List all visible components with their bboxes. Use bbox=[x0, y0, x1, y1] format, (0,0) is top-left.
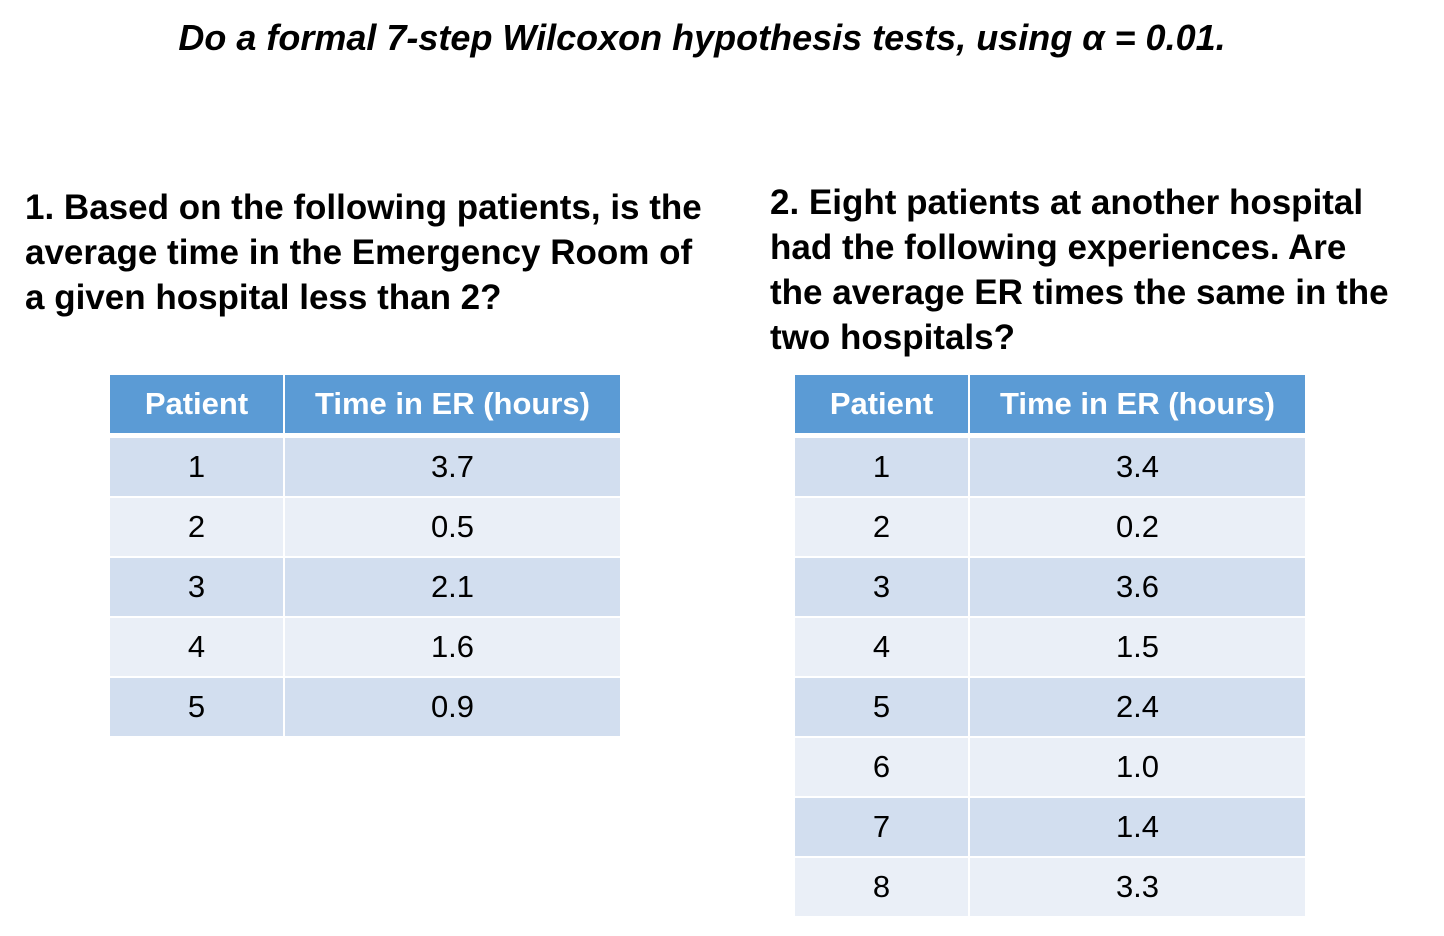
question-1-line: a given hospital less than 2? bbox=[25, 278, 502, 317]
question-1-line: 1. Based on the following patients, is t… bbox=[25, 188, 702, 227]
patient-cell: 8 bbox=[795, 857, 970, 918]
table-row: 5 0.9 bbox=[110, 677, 620, 738]
table-row: 4 1.5 bbox=[795, 617, 1305, 678]
patient-cell: 7 bbox=[795, 797, 970, 858]
table-row: 1 3.7 bbox=[110, 435, 620, 498]
patient-cell: 5 bbox=[110, 677, 285, 738]
table-row: 2 0.2 bbox=[795, 497, 1305, 558]
question-2-line: 2. Eight patients at another hospital bbox=[770, 183, 1364, 222]
time-cell: 0.9 bbox=[284, 677, 620, 738]
time-cell: 1.4 bbox=[969, 797, 1305, 858]
time-cell: 0.2 bbox=[969, 497, 1305, 558]
patient-cell: 4 bbox=[795, 617, 970, 678]
question-2-line: two hospitals? bbox=[770, 318, 1015, 357]
hospital-2-table: Patient Time in ER (hours) 1 3.4 2 0.2 3… bbox=[795, 375, 1305, 918]
question-2-line: had the following experiences. Are bbox=[770, 228, 1347, 267]
question-1-line: average time in the Emergency Room of bbox=[25, 233, 693, 272]
column-header-time: Time in ER (hours) bbox=[969, 375, 1305, 438]
table-row: 2 0.5 bbox=[110, 497, 620, 558]
patient-cell: 3 bbox=[110, 557, 285, 618]
patient-cell: 4 bbox=[110, 617, 285, 678]
column-header-patient: Patient bbox=[795, 375, 970, 438]
time-cell: 3.7 bbox=[284, 435, 620, 498]
patient-cell: 1 bbox=[795, 435, 970, 498]
table-row: 8 3.3 bbox=[795, 857, 1305, 918]
time-cell: 3.6 bbox=[969, 557, 1305, 618]
column-header-time: Time in ER (hours) bbox=[284, 375, 620, 438]
table-row: 3 2.1 bbox=[110, 557, 620, 618]
patient-cell: 1 bbox=[110, 435, 285, 498]
patient-cell: 3 bbox=[795, 557, 970, 618]
patient-cell: 2 bbox=[110, 497, 285, 558]
table-row: 5 2.4 bbox=[795, 677, 1305, 738]
column-header-patient: Patient bbox=[110, 375, 285, 438]
time-cell: 2.1 bbox=[284, 557, 620, 618]
page-title: Do a formal 7-step Wilcoxon hypothesis t… bbox=[178, 17, 1226, 58]
time-cell: 3.3 bbox=[969, 857, 1305, 918]
table-header-row: Patient Time in ER (hours) bbox=[110, 375, 620, 438]
time-cell: 2.4 bbox=[969, 677, 1305, 738]
table-row: 1 3.4 bbox=[795, 435, 1305, 498]
time-cell: 3.4 bbox=[969, 435, 1305, 498]
table-row: 4 1.6 bbox=[110, 617, 620, 678]
patient-cell: 6 bbox=[795, 737, 970, 798]
time-cell: 1.6 bbox=[284, 617, 620, 678]
hospital-1-table: Patient Time in ER (hours) 1 3.7 2 0.5 3… bbox=[110, 375, 620, 738]
patient-cell: 2 bbox=[795, 497, 970, 558]
time-cell: 1.5 bbox=[969, 617, 1305, 678]
question-2-text: 2. Eight patients at another hospital ha… bbox=[770, 180, 1389, 360]
question-1-text: 1. Based on the following patients, is t… bbox=[25, 185, 702, 320]
patient-cell: 5 bbox=[795, 677, 970, 738]
question-2-line: the average ER times the same in the bbox=[770, 273, 1389, 312]
table-row: 6 1.0 bbox=[795, 737, 1305, 798]
time-cell: 1.0 bbox=[969, 737, 1305, 798]
table-row: 7 1.4 bbox=[795, 797, 1305, 858]
table-row: 3 3.6 bbox=[795, 557, 1305, 618]
time-cell: 0.5 bbox=[284, 497, 620, 558]
table-header-row: Patient Time in ER (hours) bbox=[795, 375, 1305, 438]
